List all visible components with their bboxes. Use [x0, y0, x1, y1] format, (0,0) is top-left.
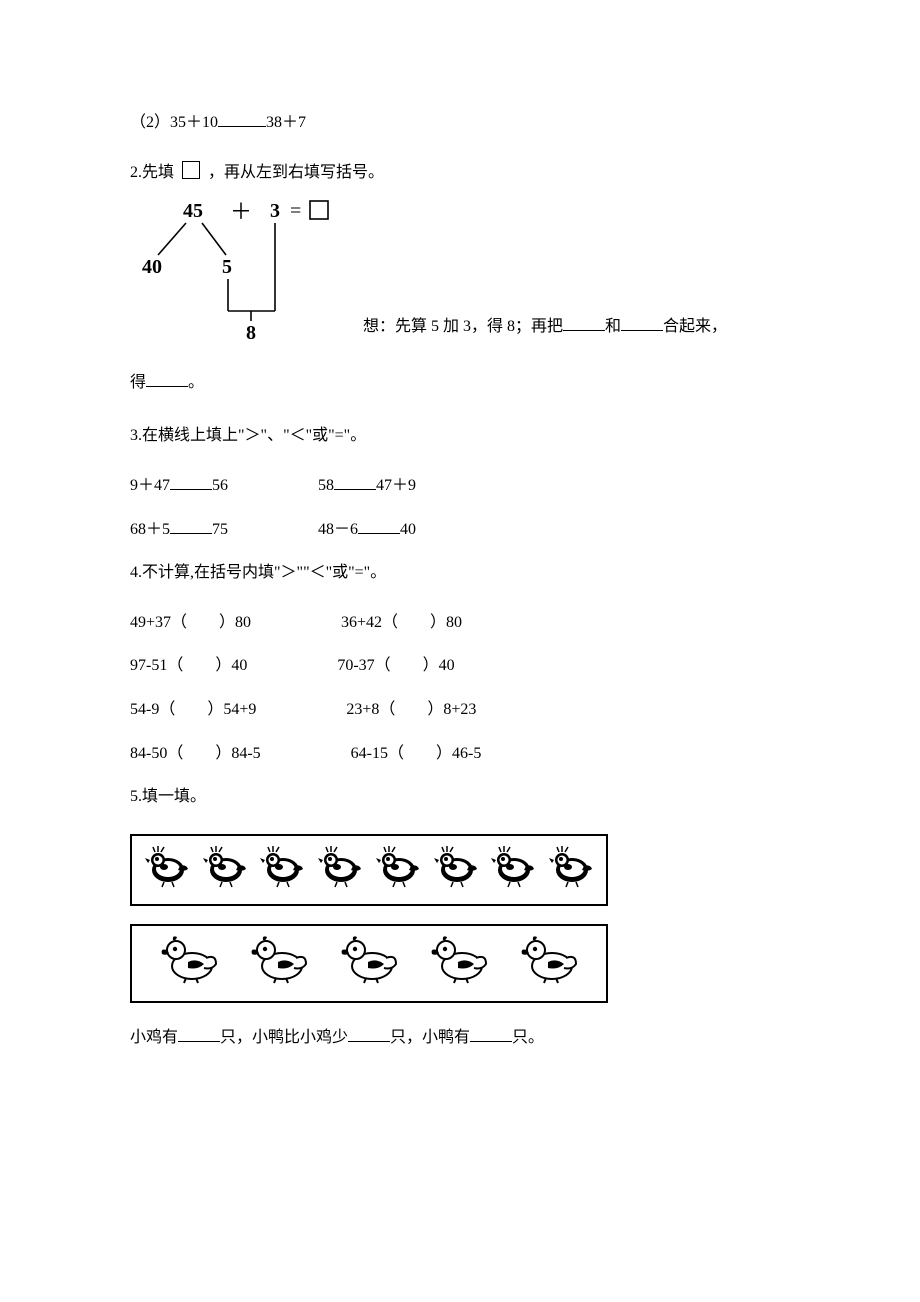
- q4-item[interactable]: 97-51（ ）40: [130, 653, 247, 679]
- q5-sentence: 小鸡有 只，小鸭比小鸡少 只，小鸭有 只。: [130, 1025, 790, 1051]
- q2-blank2[interactable]: [621, 314, 663, 331]
- q2-diagram: 45 ＋ 3 = 40 5 8: [130, 193, 345, 352]
- d-eq: =: [290, 200, 301, 222]
- q4-item[interactable]: 23+8（ ）8+23: [346, 697, 476, 723]
- chick-icon: [548, 844, 594, 888]
- chick-icon: [433, 844, 479, 888]
- q2-blank1[interactable]: [563, 314, 605, 331]
- duck-icon: [430, 934, 488, 984]
- duck-icon: [160, 934, 218, 984]
- q5-blank3[interactable]: [470, 1025, 512, 1042]
- q2-think-line1: 想：先算 5 加 3，得 8；再把 和 合起来，: [363, 314, 727, 352]
- q1b-blank[interactable]: [218, 110, 266, 127]
- duck-icon: [250, 934, 308, 984]
- q3r2b-r: 40: [400, 521, 416, 538]
- q3r2a-blank[interactable]: [170, 517, 212, 534]
- q4-row: 54-9（ ）54+9 23+8（ ）8+23: [130, 697, 790, 723]
- q2-heading: 2.先填 ，再从左到右填写括号。: [130, 160, 790, 186]
- q4-item[interactable]: 54-9（ ）54+9: [130, 697, 256, 723]
- q5-b: 只，小鸭比小鸡少: [220, 1029, 348, 1046]
- q3r1b-blank[interactable]: [334, 473, 376, 490]
- q4-rows: 49+37（ ）80 36+42（ ）80 97-51（ ）40 70-37（ ）40…: [130, 610, 790, 766]
- q5-blank2[interactable]: [348, 1025, 390, 1042]
- q5-d: 只。: [512, 1029, 544, 1046]
- q4-row: 84-50（ ）84-5 64-15（ ）46-5: [130, 741, 790, 767]
- chick-icon: [317, 844, 363, 888]
- chick-icon: [144, 844, 190, 888]
- q3r1b-r: 47＋9: [376, 477, 416, 494]
- d-3: 3: [270, 200, 280, 222]
- q3r1a-l: 9＋47: [130, 477, 170, 494]
- q3r1a-blank[interactable]: [170, 473, 212, 490]
- q4-item[interactable]: 49+37（ ）80: [130, 610, 251, 636]
- d-45: 45: [183, 200, 203, 222]
- q2-head-b: ，再从左到右填写括号。: [208, 164, 384, 181]
- q2-think-c: 合起来，: [663, 318, 727, 335]
- q3-row2: 68＋5 75 48－6 40: [130, 517, 790, 543]
- q4-item[interactable]: 70-37（ ）40: [337, 653, 454, 679]
- q3-title: 3.在横线上填上"＞"、"＜"或"="。: [130, 423, 790, 449]
- chick-icon: [375, 844, 421, 888]
- duck-icon: [340, 934, 398, 984]
- q4-title: 4.不计算,在括号内填"＞""＜"或"="。: [130, 560, 790, 586]
- q1b-left: （2）35＋10: [130, 114, 218, 131]
- q4-row: 49+37（ ）80 36+42（ ）80: [130, 610, 790, 636]
- square-icon: [182, 161, 200, 179]
- q2-think-a: 想：先算 5 加 3，得 8；再把: [363, 318, 563, 335]
- q3r2a-l: 68＋5: [130, 521, 170, 538]
- q5-blank1[interactable]: [178, 1025, 220, 1042]
- q4-item[interactable]: 84-50（ ）84-5: [130, 741, 261, 767]
- d-result-box[interactable]: [310, 201, 328, 219]
- d-5: 5: [222, 256, 232, 278]
- q1b-right: 38＋7: [266, 114, 306, 131]
- q5-title: 5.填一填。: [130, 784, 790, 810]
- chick-icon: [490, 844, 536, 888]
- q4-row: 97-51（ ）40 70-37（ ）40: [130, 653, 790, 679]
- q3r2b-l: 48－6: [318, 521, 358, 538]
- q2-head-a: 2.先填: [130, 164, 174, 181]
- d-plus: ＋: [230, 199, 252, 224]
- d-40: 40: [142, 256, 162, 278]
- q2-think-line2: 得。: [130, 370, 790, 396]
- q5-a: 小鸡有: [130, 1029, 178, 1046]
- q1-part2: （2）35＋10 38＋7: [130, 110, 790, 136]
- d-8: 8: [246, 322, 256, 343]
- q3r1a-r: 56: [212, 477, 228, 494]
- q2-l2a: 得: [130, 374, 146, 391]
- chick-icon: [259, 844, 305, 888]
- q2-blank3[interactable]: [146, 370, 188, 387]
- q3r2b-blank[interactable]: [358, 517, 400, 534]
- q3-row1: 9＋47 56 58 47＋9: [130, 473, 790, 499]
- q2-think-b: 和: [605, 318, 621, 335]
- q4-item[interactable]: 64-15（ ）46-5: [351, 741, 482, 767]
- q3r2a-r: 75: [212, 521, 228, 538]
- duck-icon: [520, 934, 578, 984]
- q2-l2b: 。: [188, 374, 204, 391]
- chick-row: [130, 834, 608, 907]
- q3r1b-l: 58: [318, 477, 334, 494]
- q4-item[interactable]: 36+42（ ）80: [341, 610, 462, 636]
- q2-body: 45 ＋ 3 = 40 5 8 想：先算 5 加 3，得 8；再把 和 合起来，: [130, 193, 790, 352]
- duck-row: [130, 924, 608, 1003]
- chick-icon: [202, 844, 248, 888]
- q5-c: 只，小鸭有: [390, 1029, 470, 1046]
